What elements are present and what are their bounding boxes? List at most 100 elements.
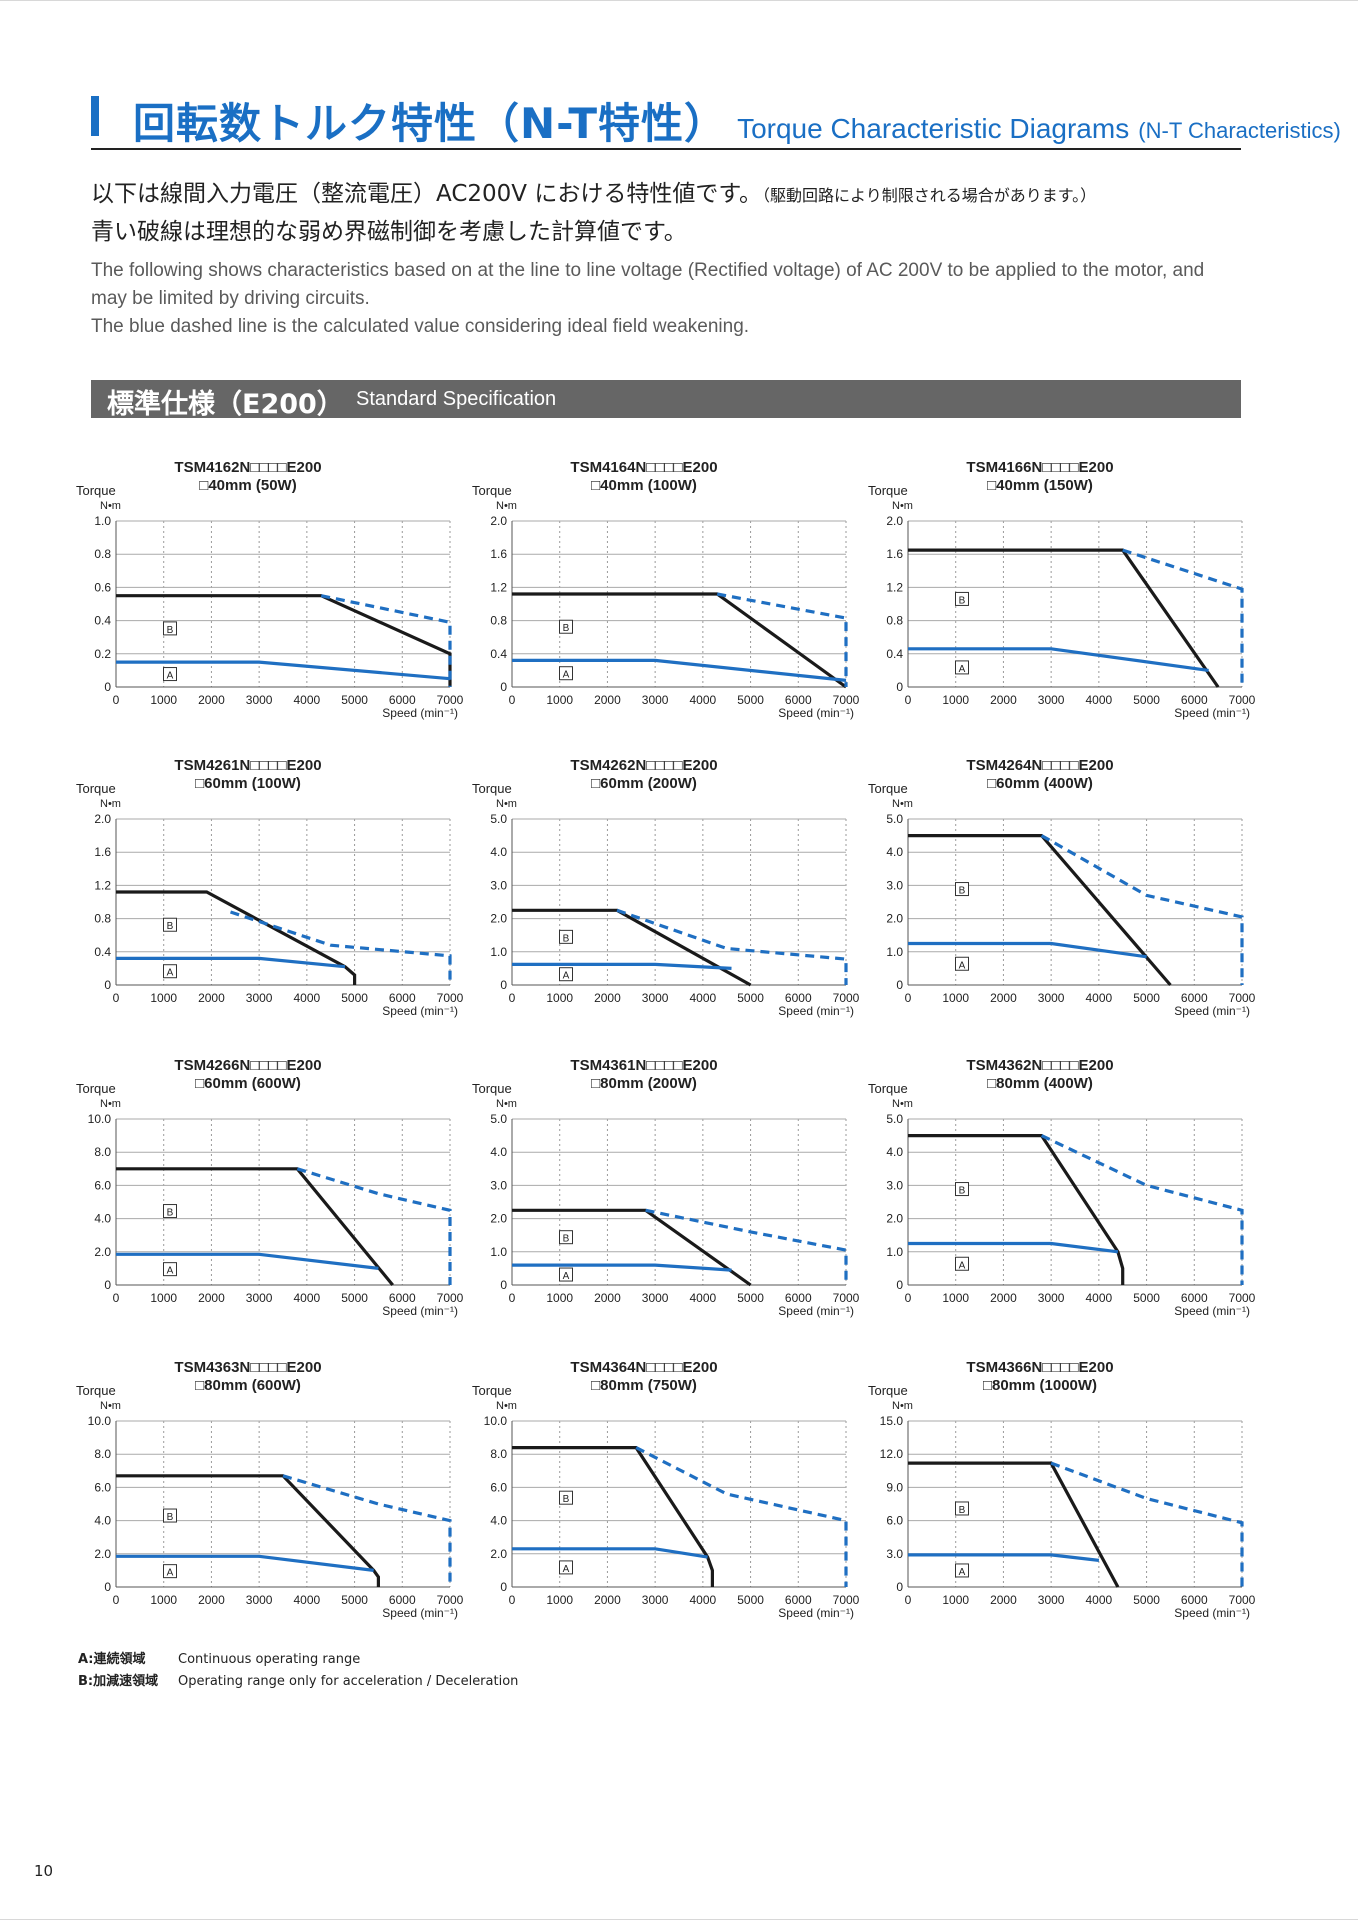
section-title-jp: 標準仕様（E200）: [107, 389, 344, 420]
x-tick-label: 4000: [1086, 693, 1113, 707]
x-tick-label: 4000: [294, 693, 321, 707]
chart-subtitle: □80mm (400W): [987, 1075, 1093, 1092]
y-tick-label: 1.0: [94, 514, 111, 528]
chart-subtitle: □80mm (600W): [195, 1377, 301, 1394]
y-tick-label: 1.2: [94, 878, 111, 892]
y-axis-label: Torque: [76, 1383, 116, 1398]
continuous-limit-line: [116, 956, 346, 969]
chart-subtitle: □60mm (200W): [591, 775, 697, 792]
y-tick-label: 0.8: [886, 614, 903, 628]
continuous-limit-line: [512, 962, 732, 970]
y-tick-label: 0: [104, 1580, 111, 1594]
x-tick-label: 1000: [150, 693, 177, 707]
region-b-marker-box: [163, 917, 177, 932]
x-tick-label: 4000: [690, 1291, 717, 1305]
x-tick-label: 7000: [833, 1291, 860, 1305]
y-tick-label: 0: [500, 1580, 507, 1594]
nt-chart-svg: TSM4261N□□□□E200□60mm (100W) Torque N•m 0 10…: [76, 757, 464, 1018]
chart-title: TSM4266N□□□□E200: [174, 1057, 321, 1074]
y-tick-label: 0.8: [94, 547, 111, 561]
chart-subtitle: □40mm (50W): [199, 477, 296, 494]
region-b-marker-box: [559, 1230, 573, 1245]
field-weakening-dashed-line: [1122, 548, 1244, 687]
x-tick-label: 4000: [294, 1593, 321, 1607]
y-axis-label: Torque: [868, 483, 908, 498]
y-tick-label: 0: [104, 1278, 111, 1292]
x-tick-label: 5000: [737, 991, 764, 1005]
region-a-marker-label: A: [563, 1564, 570, 1575]
page-number: 10: [34, 1862, 54, 1880]
x-tick-label: 6000: [785, 1291, 812, 1305]
chart-title: TSM4366N□□□□E200: [966, 1359, 1113, 1376]
region-b-marker-label: B: [959, 595, 966, 606]
legend-b: B:加減速領域 Operating range only for accelera…: [78, 1670, 518, 1689]
x-tick-label: 6000: [389, 693, 416, 707]
top-rule: [0, 0, 1358, 1]
y-tick-label: 0.4: [490, 647, 507, 661]
y-axis-label: Torque: [76, 483, 116, 498]
y-tick-label: 3.0: [886, 1178, 903, 1192]
x-tick-label: 2000: [990, 1593, 1017, 1607]
chart-subtitle: □60mm (400W): [987, 775, 1093, 792]
x-tick-label: 2000: [594, 1593, 621, 1607]
y-axis-label: Torque: [472, 483, 512, 498]
continuous-limit-line: [908, 1553, 1100, 1562]
intro-jp-line-2: 青い破線は理想的な弱め界磁制御を考慮した計算値です。: [91, 219, 687, 245]
x-tick-label: 6000: [389, 1291, 416, 1305]
legend-a-label: A:連続領域: [78, 1652, 146, 1667]
region-a-marker-box: [955, 1256, 969, 1271]
y-axis-unit: N•m: [892, 500, 913, 512]
y-tick-label: 0: [104, 680, 111, 694]
x-tick-label: 2000: [594, 693, 621, 707]
intermittent-limit-line: [908, 833, 1172, 987]
y-tick-label: 10.0: [484, 1414, 508, 1428]
y-tick-label: 0: [104, 978, 111, 992]
region-a-marker-label: A: [167, 968, 174, 979]
y-tick-label: 4.0: [886, 845, 903, 859]
region-b-marker-box: [955, 1182, 969, 1197]
intermittent-limit-line: [512, 908, 752, 987]
intermittent-limit-line: [116, 890, 357, 985]
region-a-marker-label: A: [167, 1266, 174, 1277]
region-a-marker-box: [559, 1267, 573, 1282]
region-a-marker-label: A: [563, 1271, 570, 1282]
x-tick-label: 1000: [546, 1291, 573, 1305]
y-tick-label: 1.0: [490, 1245, 507, 1259]
x-tick-label: 2000: [198, 1593, 225, 1607]
page-title: 回転数トルク特性（N-T特性） Torque Characteristic Dia…: [133, 90, 1341, 148]
y-tick-label: 2.0: [94, 1245, 111, 1259]
chart-1: TSM4162N□□□□E200 □40mm (50W) Torque N•m 0 100…: [70, 455, 470, 725]
chart-subtitle: □80mm (750W): [591, 1377, 697, 1394]
x-tick-label: 1000: [546, 991, 573, 1005]
intro-jp-text-1: 以下は線間入力電圧（整流電圧）AC200V における特性値です。: [91, 181, 763, 207]
y-tick-label: 5.0: [886, 1112, 903, 1126]
field-weakening-dashed-line: [1040, 834, 1244, 985]
region-a-marker-box: [559, 1560, 573, 1575]
x-axis-label: Speed (min⁻¹): [778, 1606, 854, 1620]
y-tick-label: 6.0: [94, 1178, 111, 1192]
y-tick-label: 6.0: [490, 1480, 507, 1494]
chart-subtitle: □60mm (600W): [195, 1075, 301, 1092]
region-b-marker-label: B: [167, 921, 174, 932]
x-axis-label: Speed (min⁻¹): [778, 1304, 854, 1318]
y-tick-label: 0.4: [886, 647, 903, 661]
chart-subtitle: □80mm (200W): [591, 1075, 697, 1092]
continuous-limit-line: [116, 1554, 374, 1572]
region-b-marker-label: B: [959, 886, 966, 897]
x-tick-label: 3000: [642, 693, 669, 707]
intro-en-line-2: may be limited by driving circuits.: [91, 288, 370, 309]
section-header: 標準仕様（E200） Standard Specification: [91, 380, 1241, 420]
y-axis-unit: N•m: [496, 1098, 517, 1110]
chart-subtitle: □40mm (100W): [591, 477, 697, 494]
x-tick-label: 3000: [246, 1593, 273, 1607]
continuous-limit-line: [908, 1241, 1119, 1254]
field-weakening-dashed-line: [1040, 1134, 1244, 1285]
y-axis-unit: N•m: [892, 1098, 913, 1110]
x-tick-label: 5000: [341, 1593, 368, 1607]
y-tick-label: 12.0: [880, 1447, 904, 1461]
region-b-marker-label: B: [959, 1186, 966, 1197]
x-tick-label: 1000: [546, 693, 573, 707]
page-title-jp: 回転数トルク特性（N-T特性）: [133, 99, 728, 148]
chart-title: TSM4162N□□□□E200: [174, 459, 321, 476]
x-tick-label: 5000: [1133, 1593, 1160, 1607]
